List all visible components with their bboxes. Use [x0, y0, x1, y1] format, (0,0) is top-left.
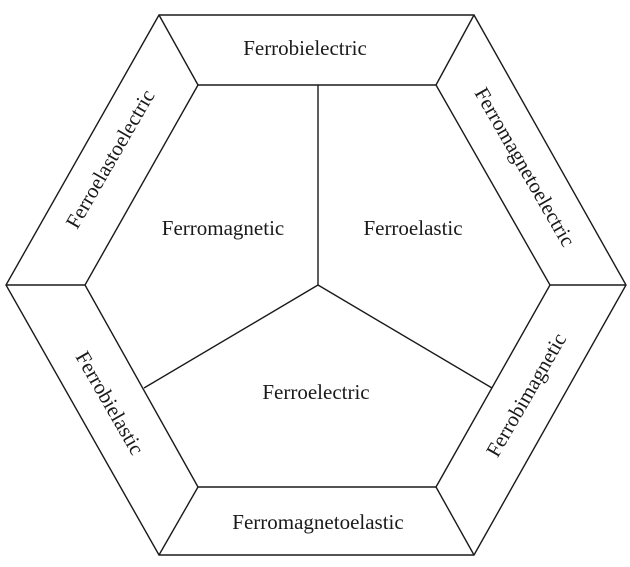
label-ferrobimagnetic: Ferrobimagnetic [481, 329, 571, 461]
label-ferrobielectric: Ferrobielectric [243, 36, 367, 60]
inner-divider-right [318, 285, 492, 388]
corner-connector-bottom-right [436, 487, 474, 555]
outer-hexagon [6, 15, 626, 555]
corner-connector-bottom-left [159, 487, 198, 555]
label-ferromagnetic: Ferromagnetic [162, 216, 284, 240]
label-ferroelectric: Ferroelectric [262, 380, 369, 404]
label-ferroelastic: Ferroelastic [363, 216, 462, 240]
corner-connector-top-left [159, 15, 198, 85]
label-ferrobielastic: Ferrobielastic [71, 347, 150, 459]
label-ferroelastoelectric: Ferroelastoelectric [61, 85, 160, 232]
inner-divider-left [144, 285, 318, 388]
corner-connector-top-right [436, 15, 474, 85]
label-ferromagnetoelastic: Ferromagnetoelastic [232, 510, 403, 534]
label-ferromagnetoelectric: Ferromagnetoelectric [470, 83, 581, 251]
